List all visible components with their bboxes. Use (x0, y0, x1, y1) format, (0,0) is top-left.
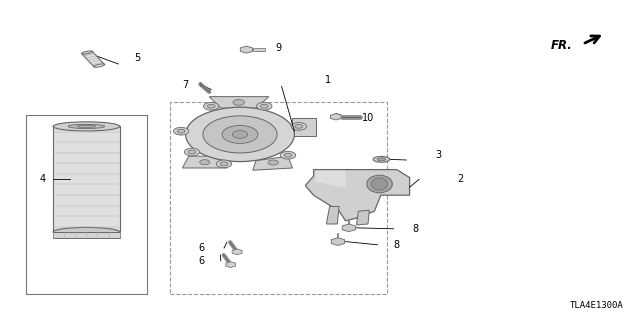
Ellipse shape (53, 228, 120, 236)
Text: 4: 4 (40, 174, 46, 184)
Text: 2: 2 (458, 174, 464, 184)
Ellipse shape (77, 125, 95, 127)
Polygon shape (305, 170, 410, 221)
Ellipse shape (378, 158, 385, 161)
Circle shape (280, 151, 296, 159)
Polygon shape (356, 210, 369, 225)
Polygon shape (326, 206, 339, 224)
Polygon shape (209, 97, 269, 108)
Polygon shape (292, 118, 316, 136)
Text: 6: 6 (198, 256, 205, 266)
Circle shape (186, 107, 294, 162)
Circle shape (173, 127, 189, 135)
Bar (26, 115, 147, 294)
Circle shape (203, 116, 277, 153)
Ellipse shape (68, 124, 105, 129)
Circle shape (232, 131, 248, 138)
Polygon shape (316, 171, 346, 188)
Circle shape (295, 124, 303, 128)
Circle shape (291, 123, 307, 130)
Ellipse shape (367, 175, 392, 193)
Circle shape (220, 162, 228, 166)
Circle shape (216, 160, 232, 168)
Ellipse shape (81, 51, 93, 54)
Circle shape (233, 100, 244, 105)
Circle shape (257, 102, 272, 110)
Circle shape (188, 150, 196, 154)
Text: 3: 3 (435, 150, 442, 160)
Circle shape (222, 125, 258, 143)
Circle shape (284, 153, 292, 157)
Circle shape (268, 160, 278, 165)
Text: 8: 8 (413, 224, 419, 234)
Ellipse shape (53, 122, 120, 131)
Ellipse shape (373, 156, 390, 162)
Ellipse shape (371, 178, 388, 190)
Circle shape (260, 104, 268, 108)
Bar (53, 126, 120, 232)
Text: FR.: FR. (551, 39, 573, 52)
Circle shape (177, 129, 185, 133)
Text: 5: 5 (134, 52, 141, 63)
Polygon shape (253, 156, 292, 170)
Circle shape (184, 148, 200, 156)
Text: 9: 9 (275, 43, 282, 53)
Text: 6: 6 (198, 243, 205, 253)
Polygon shape (82, 51, 104, 67)
Text: 10: 10 (362, 113, 374, 124)
Text: 1: 1 (325, 75, 332, 85)
Ellipse shape (93, 64, 105, 67)
Bar (253, 48, 265, 51)
Bar (170, 102, 387, 294)
Text: 7: 7 (182, 80, 189, 90)
Circle shape (204, 102, 219, 110)
Text: TLA4E1300A: TLA4E1300A (570, 301, 624, 310)
Bar (53, 232, 120, 238)
Circle shape (200, 160, 210, 165)
Text: 8: 8 (394, 240, 400, 250)
Circle shape (207, 104, 215, 108)
Polygon shape (182, 156, 227, 168)
